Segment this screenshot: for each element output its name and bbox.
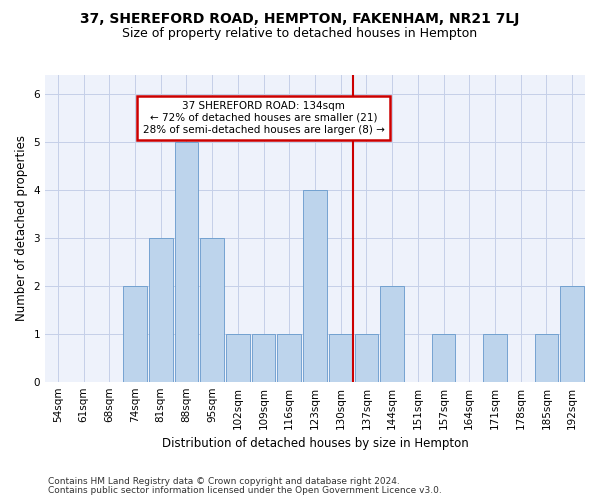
Bar — [535, 334, 558, 382]
Text: 37, SHEREFORD ROAD, HEMPTON, FAKENHAM, NR21 7LJ: 37, SHEREFORD ROAD, HEMPTON, FAKENHAM, N… — [80, 12, 520, 26]
Bar — [277, 334, 301, 382]
Bar — [252, 334, 275, 382]
Bar — [560, 286, 584, 382]
Y-axis label: Number of detached properties: Number of detached properties — [15, 136, 28, 322]
Text: Size of property relative to detached houses in Hempton: Size of property relative to detached ho… — [122, 28, 478, 40]
Bar — [175, 142, 198, 382]
Bar — [355, 334, 378, 382]
Bar — [329, 334, 353, 382]
Bar — [123, 286, 147, 382]
Bar — [483, 334, 507, 382]
X-axis label: Distribution of detached houses by size in Hempton: Distribution of detached houses by size … — [161, 437, 469, 450]
Bar — [200, 238, 224, 382]
Bar — [303, 190, 327, 382]
Text: Contains HM Land Registry data © Crown copyright and database right 2024.: Contains HM Land Registry data © Crown c… — [48, 477, 400, 486]
Bar — [380, 286, 404, 382]
Text: 37 SHEREFORD ROAD: 134sqm
← 72% of detached houses are smaller (21)
28% of semi-: 37 SHEREFORD ROAD: 134sqm ← 72% of detac… — [143, 102, 385, 134]
Bar — [432, 334, 455, 382]
Text: Contains public sector information licensed under the Open Government Licence v3: Contains public sector information licen… — [48, 486, 442, 495]
Bar — [149, 238, 173, 382]
Bar — [226, 334, 250, 382]
